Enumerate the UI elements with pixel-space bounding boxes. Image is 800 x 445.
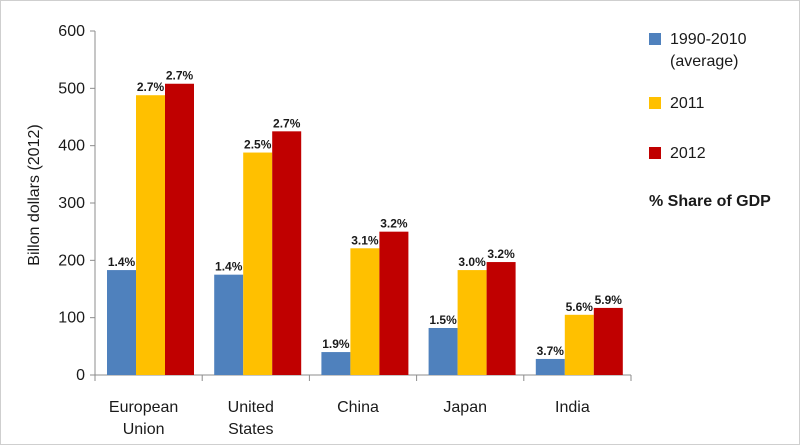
legend-swatch	[649, 33, 661, 45]
legend-note: % Share of GDP	[649, 193, 771, 210]
bar	[272, 131, 302, 375]
y-tick-label: 100	[58, 310, 85, 327]
bar	[214, 274, 244, 375]
data-label: 2.7%	[137, 80, 165, 94]
bar	[535, 358, 565, 375]
legend-label: 2012	[670, 145, 706, 162]
bar	[457, 270, 487, 375]
x-tick-label: China	[337, 399, 379, 416]
x-tick-label: Union	[123, 421, 165, 438]
data-label: 3.1%	[351, 233, 379, 247]
y-tick-label: 200	[58, 252, 85, 269]
data-label: 1.9%	[322, 337, 350, 351]
data-label: 1.4%	[108, 255, 136, 269]
bar	[165, 83, 194, 375]
data-label: 3.0%	[458, 255, 486, 269]
legend-label: 1990-2010	[670, 31, 747, 48]
x-tick-label: States	[228, 421, 273, 438]
bar	[379, 231, 409, 375]
y-tick-label: 600	[58, 23, 85, 40]
legend-label: 2011	[670, 95, 705, 112]
y-tick-label: 400	[58, 138, 85, 155]
x-tick-label: Japan	[443, 399, 487, 416]
data-label: 2.7%	[166, 69, 194, 83]
legend-swatch	[649, 147, 661, 159]
data-label: 5.9%	[595, 293, 623, 307]
x-tick-label: India	[555, 399, 590, 416]
x-tick-label: European	[109, 399, 178, 416]
data-label: 2.5%	[244, 138, 272, 152]
y-tick-label: 0	[76, 367, 85, 384]
data-label: 3.7%	[537, 344, 565, 358]
bar	[350, 248, 380, 375]
data-label: 5.6%	[566, 300, 594, 314]
bar	[243, 152, 273, 375]
y-tick-label: 500	[58, 80, 85, 97]
bar	[593, 307, 623, 375]
x-tick-label: United	[228, 399, 274, 416]
bar	[136, 95, 165, 376]
y-tick-label: 300	[58, 195, 85, 212]
data-label: 1.5%	[429, 313, 457, 327]
bar	[428, 327, 458, 375]
legend-label: (average)	[670, 53, 738, 70]
data-label: 3.2%	[487, 247, 515, 261]
bar	[321, 352, 351, 375]
legend-swatch	[649, 97, 661, 109]
data-label: 1.4%	[215, 260, 243, 274]
y-axis-label: Billon dollars (2012)	[26, 124, 43, 265]
bar	[486, 262, 516, 375]
data-label: 3.2%	[380, 217, 408, 231]
data-label: 2.7%	[273, 116, 301, 130]
bar	[107, 270, 136, 375]
bar	[564, 314, 594, 375]
